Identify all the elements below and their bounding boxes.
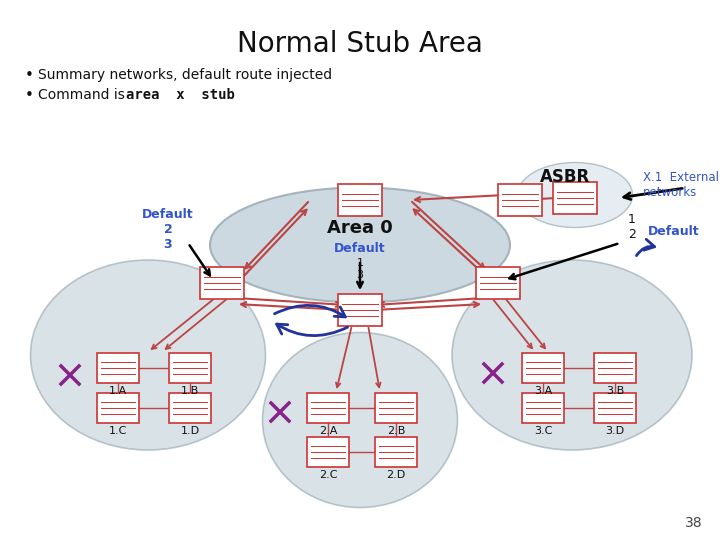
FancyBboxPatch shape [169,353,211,383]
FancyBboxPatch shape [522,353,564,383]
Text: 1.B: 1.B [181,386,199,396]
FancyBboxPatch shape [97,353,139,383]
FancyBboxPatch shape [307,393,349,423]
Text: 3: 3 [356,270,364,280]
Text: 1
2: 1 2 [628,213,636,241]
FancyArrowPatch shape [274,305,346,317]
FancyBboxPatch shape [200,267,244,299]
FancyBboxPatch shape [375,437,417,467]
Text: 3.D: 3.D [606,426,624,436]
Ellipse shape [210,187,510,302]
FancyBboxPatch shape [97,393,139,423]
Text: 1.A: 1.A [109,386,127,396]
FancyBboxPatch shape [553,182,597,214]
FancyBboxPatch shape [522,393,564,423]
Text: Area 0: Area 0 [327,219,393,237]
Text: 1.D: 1.D [181,426,199,436]
Text: 1.C: 1.C [109,426,127,436]
FancyBboxPatch shape [169,393,211,423]
Text: ASBR: ASBR [540,168,590,186]
Text: Default: Default [648,225,700,238]
Text: Default
2
3: Default 2 3 [142,208,194,251]
Text: 2.D: 2.D [387,470,405,480]
Ellipse shape [518,163,632,227]
Text: 2.C: 2.C [319,470,337,480]
FancyArrowPatch shape [276,324,348,336]
Text: X.1  External
networks: X.1 External networks [643,171,719,199]
Text: 3.B: 3.B [606,386,624,396]
Text: 1: 1 [356,258,364,268]
Ellipse shape [263,333,457,508]
Ellipse shape [30,260,266,450]
FancyBboxPatch shape [476,267,520,299]
FancyBboxPatch shape [498,184,542,216]
FancyBboxPatch shape [338,294,382,326]
FancyBboxPatch shape [594,393,636,423]
FancyBboxPatch shape [307,437,349,467]
Text: 2.A: 2.A [319,426,337,436]
Text: 2.B: 2.B [387,426,405,436]
Text: area  x  stub: area x stub [126,88,235,102]
Text: 3.C: 3.C [534,426,552,436]
FancyBboxPatch shape [338,184,382,216]
Ellipse shape [452,260,692,450]
Text: Summary networks, default route injected: Summary networks, default route injected [38,68,332,82]
Text: Default: Default [334,241,386,254]
Text: 38: 38 [685,516,703,530]
FancyArrowPatch shape [636,239,654,255]
Text: •: • [25,68,34,83]
Text: Normal Stub Area: Normal Stub Area [237,30,483,58]
Text: •: • [25,88,34,103]
Text: 3.A: 3.A [534,386,552,396]
FancyBboxPatch shape [375,393,417,423]
FancyBboxPatch shape [594,353,636,383]
Text: Command is: Command is [38,88,130,102]
